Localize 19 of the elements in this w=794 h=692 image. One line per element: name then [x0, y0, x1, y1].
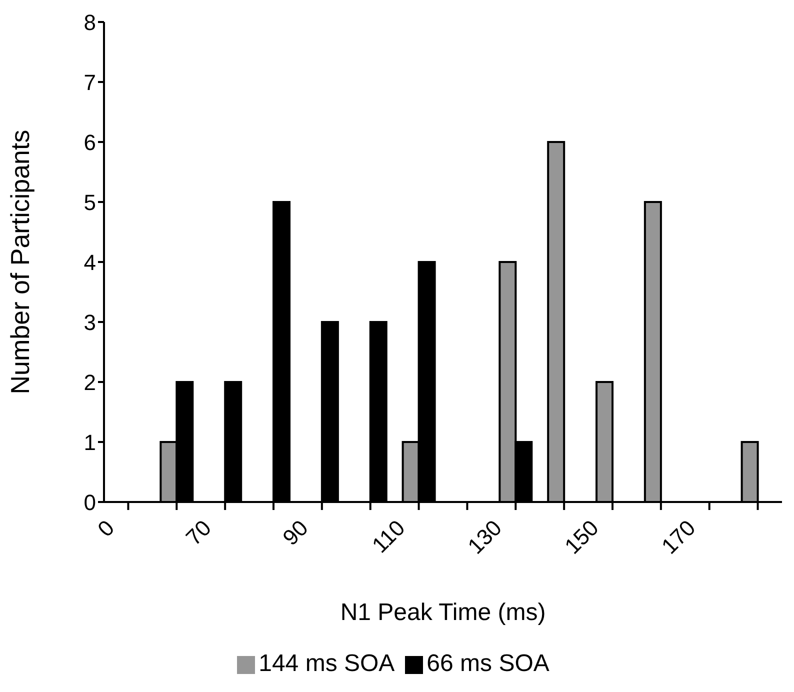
y-tick-label: 4	[84, 250, 96, 275]
y-tick-label: 0	[84, 490, 96, 515]
x-axis-title: N1 Peak Time (ms)	[340, 599, 546, 626]
x-tick-label: 130	[462, 515, 506, 559]
y-tick-label: 5	[84, 190, 96, 215]
legend-label: 66 ms SOA	[426, 650, 550, 677]
y-tick-label: 1	[84, 430, 96, 455]
x-tick-label: 90	[278, 515, 313, 550]
x-tick-label: 170	[656, 515, 700, 559]
x-tick-label: 150	[560, 515, 604, 559]
legend-label: 144 ms SOA	[258, 650, 395, 677]
x-tick-label: 110	[367, 515, 410, 558]
y-tick-label: 6	[84, 130, 96, 155]
y-tick-label: 8	[84, 10, 96, 35]
y-tick-label: 3	[84, 310, 96, 335]
y-axis-title: Number of Participants	[5, 130, 36, 394]
y-tick-label: 2	[84, 370, 96, 395]
x-tick-label: 70	[180, 515, 216, 550]
y-tick-label: 7	[84, 70, 96, 95]
